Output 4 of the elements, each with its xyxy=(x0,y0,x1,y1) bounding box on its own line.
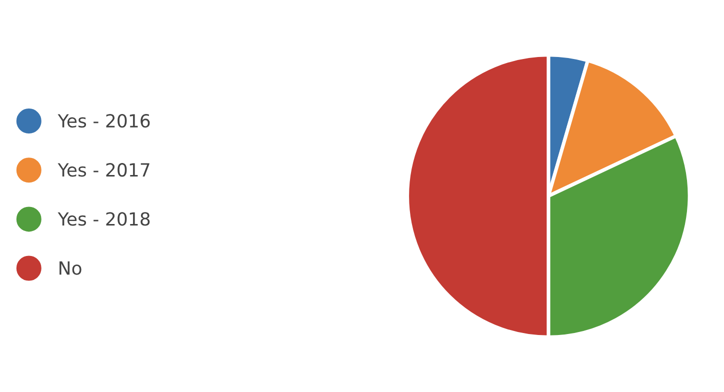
legend-label: Yes - 2017 xyxy=(58,163,150,177)
legend-label: Yes - 2016 xyxy=(58,114,150,128)
legend-label: Yes - 2018 xyxy=(58,212,150,226)
legend-label: No xyxy=(60,261,82,275)
